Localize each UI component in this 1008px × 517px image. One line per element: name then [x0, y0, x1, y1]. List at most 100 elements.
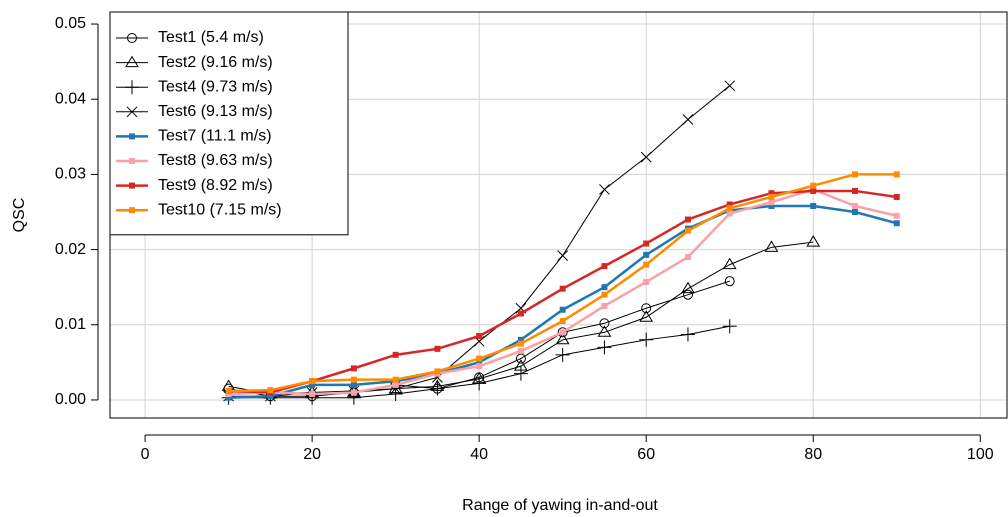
legend-box [109, 11, 349, 236]
point [517, 348, 524, 355]
point [726, 201, 733, 208]
x-tick-label: 0 [141, 446, 150, 463]
point [893, 220, 900, 227]
point [601, 284, 608, 291]
y-tick-label: 0.01 [55, 316, 86, 333]
point [682, 114, 694, 125]
legend-marker [125, 80, 139, 95]
point [680, 327, 695, 342]
point [517, 310, 524, 317]
point [851, 187, 858, 194]
point [350, 381, 357, 388]
point [267, 387, 274, 394]
point [601, 302, 608, 309]
point [350, 365, 357, 372]
point [597, 325, 612, 337]
point [476, 333, 483, 340]
point [768, 193, 775, 200]
point [513, 366, 528, 381]
point [681, 281, 695, 294]
x-tick-label: 40 [470, 446, 488, 463]
legend-marker [127, 33, 137, 43]
legend-marker [126, 106, 138, 118]
point [517, 340, 524, 347]
point [810, 202, 817, 209]
x-tick-label: 80 [804, 446, 822, 463]
point [641, 303, 652, 314]
point [639, 332, 654, 347]
point [350, 389, 357, 396]
point [851, 202, 858, 209]
point [472, 376, 487, 391]
point [684, 254, 691, 261]
point [724, 80, 736, 92]
point [476, 355, 483, 362]
point [722, 257, 737, 270]
legend-label: Test6 (9.13 m/s) [158, 103, 273, 120]
point [684, 216, 691, 223]
legend: Test1 (5.4 m/s) Test2 (9.16 m/s) Test4 (9.… [109, 11, 349, 236]
point [599, 318, 610, 329]
y-tick-label: 0.00 [55, 391, 86, 408]
point [225, 390, 232, 397]
point [764, 240, 779, 252]
point [726, 210, 733, 217]
legend-marker [129, 207, 135, 214]
legend-marker [125, 55, 139, 68]
point [643, 240, 650, 247]
point [225, 387, 232, 394]
legend-label: Test10 (7.15 m/s) [158, 201, 282, 218]
point [476, 363, 483, 370]
point [851, 208, 858, 215]
point [555, 332, 570, 345]
point [601, 291, 608, 298]
point [430, 381, 445, 396]
point [810, 187, 817, 194]
point [559, 306, 566, 313]
point [893, 193, 900, 200]
point [557, 327, 568, 338]
point [515, 353, 526, 364]
legend-label: Test9 (8.92 m/s) [158, 177, 273, 194]
point [309, 381, 316, 388]
point [684, 227, 691, 234]
point [599, 184, 610, 195]
point [392, 381, 399, 388]
legend-marker [129, 158, 135, 164]
point [893, 171, 900, 178]
y-axis-label: QSC [11, 198, 28, 233]
point [810, 182, 817, 189]
point [309, 390, 316, 397]
point [851, 171, 858, 178]
y-tick-label: 0.05 [55, 15, 86, 32]
point [517, 336, 524, 343]
x-tick-label: 60 [637, 446, 655, 463]
point [893, 212, 900, 219]
legend-marker [129, 133, 135, 140]
point [726, 205, 733, 212]
y-tick-label: 0.02 [55, 241, 86, 258]
y-tick-label: 0.03 [55, 166, 86, 183]
legend-label: Test8 (9.63 m/s) [158, 152, 273, 169]
point [476, 359, 483, 366]
point [768, 202, 775, 209]
x-tick-label: 20 [303, 446, 321, 463]
point [434, 345, 441, 352]
point [722, 319, 737, 334]
point [559, 318, 566, 325]
legend-label: Test4 (9.73 m/s) [158, 78, 273, 95]
point [639, 310, 654, 322]
point [557, 250, 569, 261]
point [555, 347, 570, 362]
point [267, 393, 274, 400]
point [768, 190, 775, 197]
point [682, 289, 693, 300]
legend-label: Test7 (11.1 m/s) [158, 128, 272, 145]
point [640, 151, 652, 163]
point [434, 368, 441, 375]
point [392, 351, 399, 358]
legend-label: Test1 (5.4 m/s) [158, 29, 264, 46]
point [559, 329, 566, 336]
